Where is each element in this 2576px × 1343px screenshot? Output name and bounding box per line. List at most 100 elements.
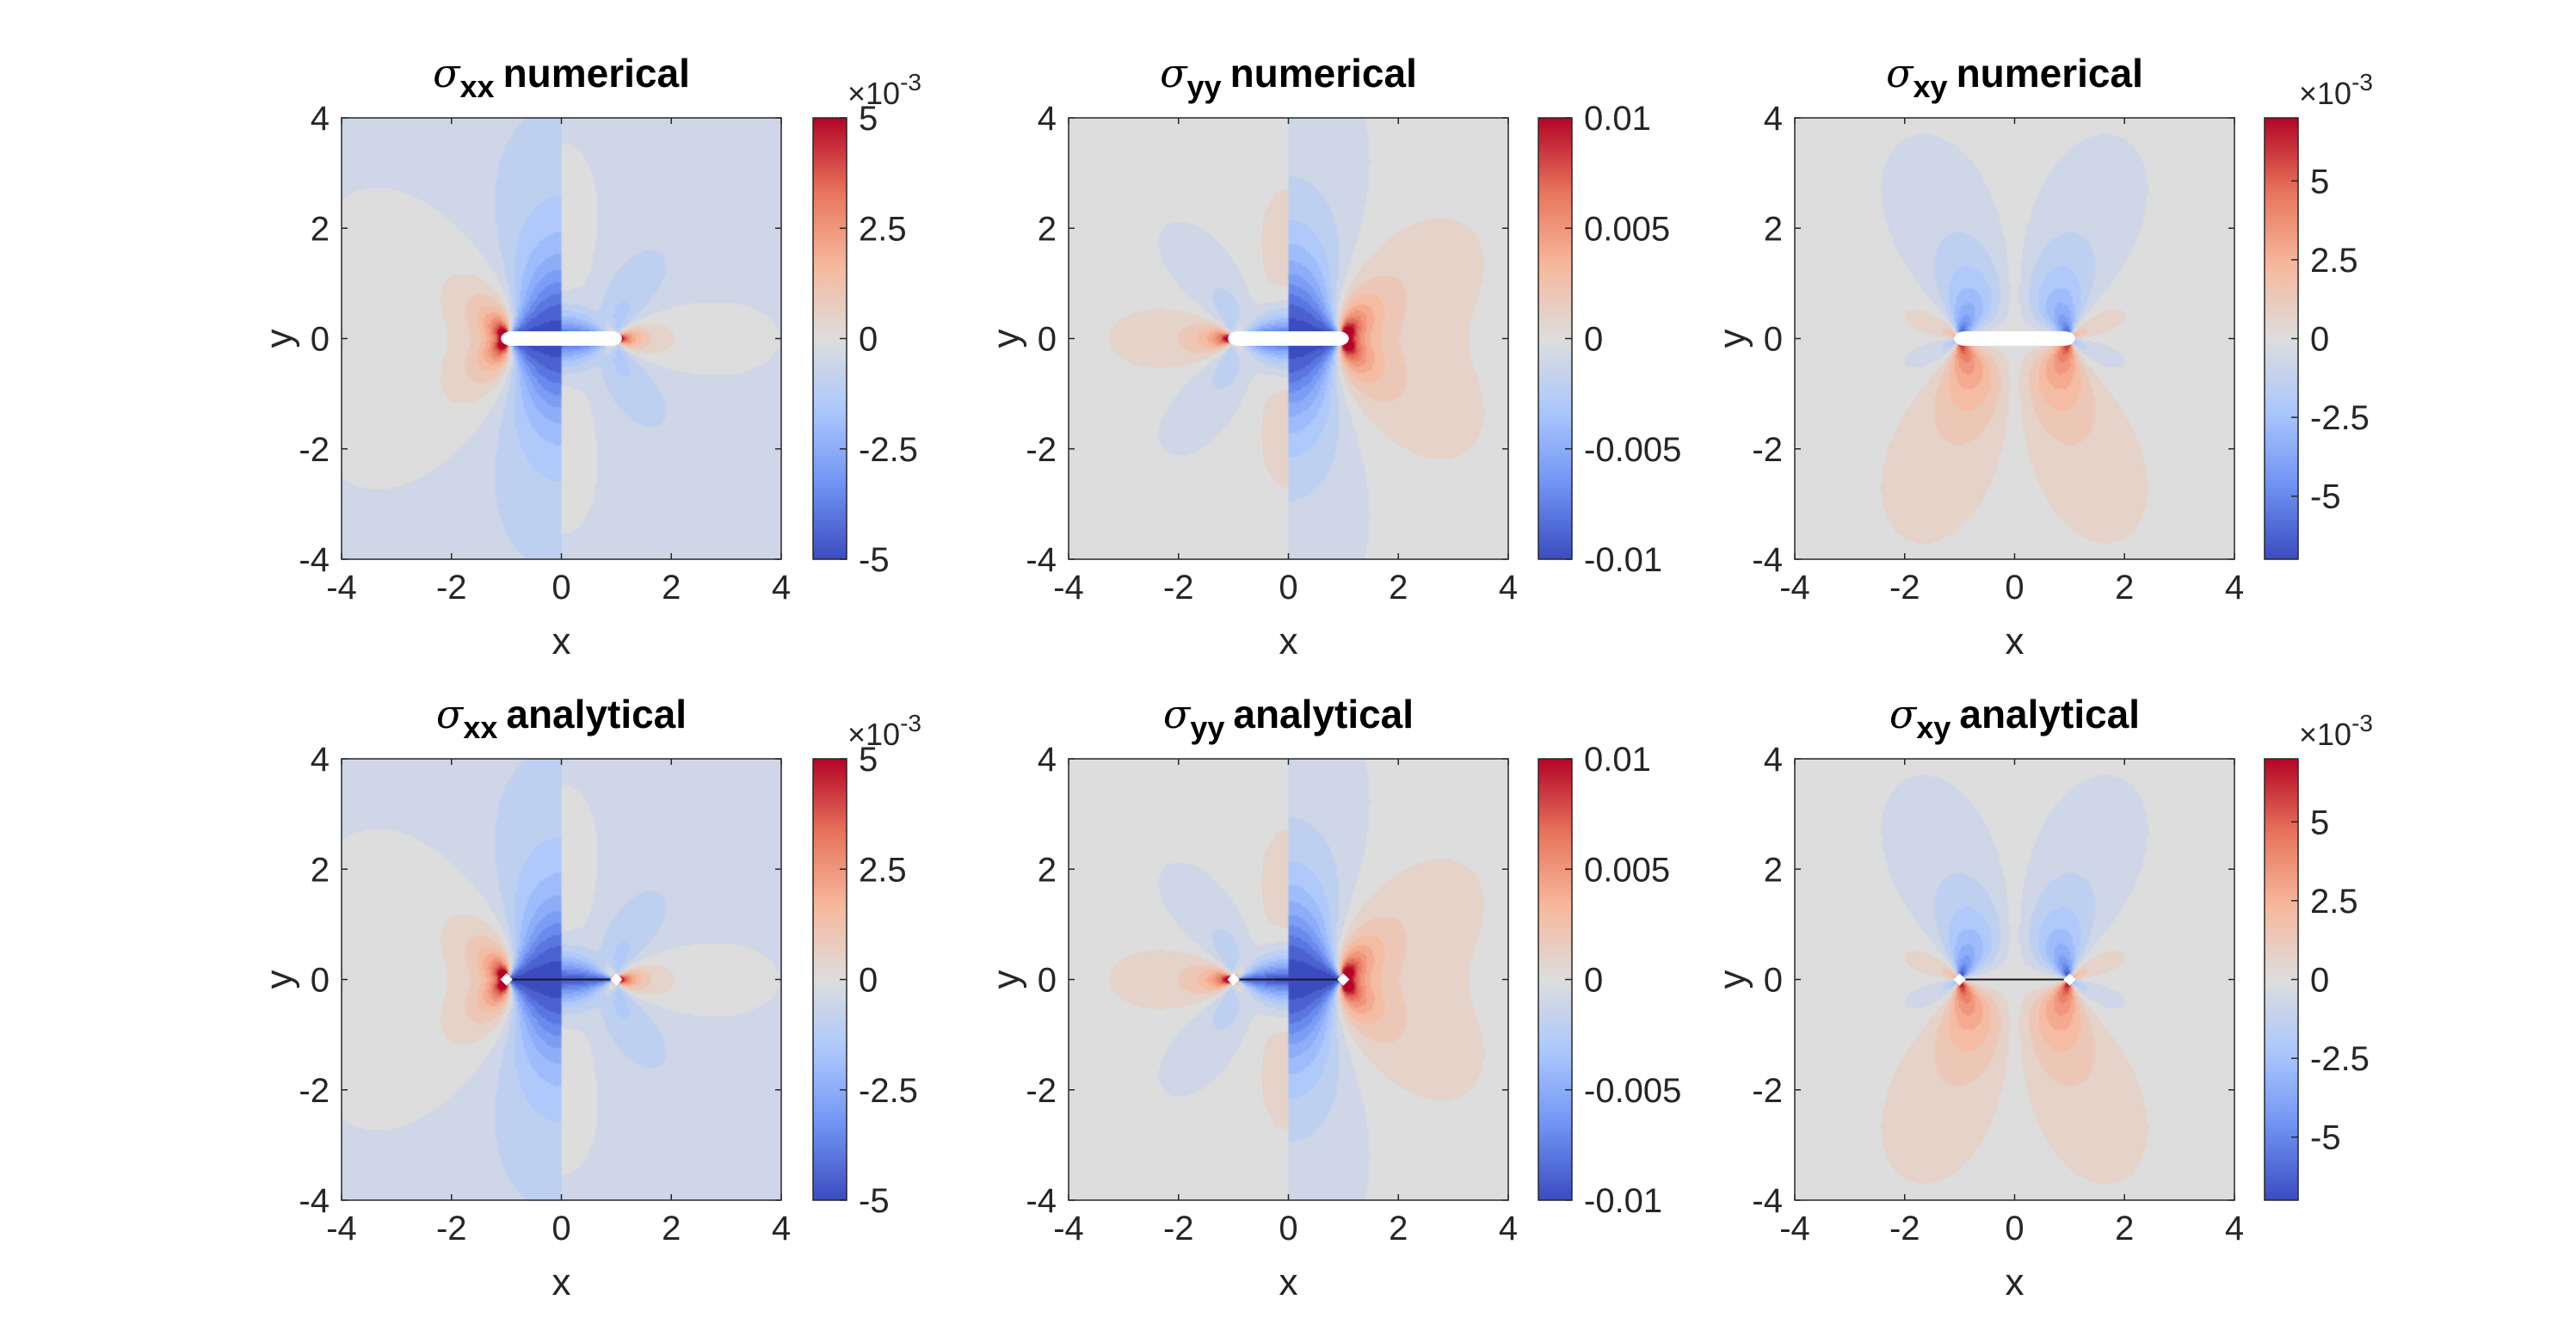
y-tick-label: -4 [1026, 1182, 1057, 1220]
x-tick-label: -2 [1163, 1210, 1194, 1248]
y-tick-label: 4 [1038, 100, 1057, 138]
colorbar-tick-label: 2.5 [2310, 883, 2358, 921]
x-axis-label: x [2006, 1261, 2024, 1303]
x-tick-label: -2 [1889, 569, 1920, 607]
colorbar-tick-label: 0.005 [1584, 210, 1670, 248]
panel-title: σyy numerical [1160, 50, 1417, 104]
y-tick-label: 0 [1038, 321, 1057, 359]
y-tick-label: 0 [311, 962, 330, 1000]
y-axis-label: y [985, 330, 1027, 348]
y-tick-label: 2 [1038, 210, 1057, 248]
chart-panel-sxx-numerical: -4 -2 0 2 4 4 2 0 -2 -4 x y σxx numerical 5 2.5 0 -2.5 -5 ×… [258, 50, 921, 662]
colorbar-tick-label: -2.5 [2310, 399, 2370, 437]
x-axis-label: x [2006, 620, 2024, 662]
panel-title: σxy numerical [1886, 50, 2143, 104]
colorbar-tick-label: -5 [859, 1182, 890, 1220]
chart-panel-syy-analytical: -4 -2 0 2 4 4 2 0 -2 -4 x y σyy analytical 0.01 0.005 0 -… [985, 691, 1681, 1303]
colorbar-tick-label: 2.5 [859, 851, 907, 889]
colorbar-tick-label: 0.01 [1584, 741, 1651, 779]
colorbar-exponent: ×10-3 [847, 69, 921, 111]
colorbar-tick-label: -2.5 [2310, 1040, 2370, 1078]
y-tick-label: -4 [1026, 541, 1057, 579]
y-tick-label: 4 [311, 100, 330, 138]
colorbar-tick-label: -5 [859, 541, 890, 579]
colorbar-tick-label: 2.5 [2310, 242, 2358, 280]
y-tick-label: 4 [1764, 100, 1783, 138]
colorbar-tick-label: 0.01 [1584, 100, 1651, 138]
x-tick-label: -2 [1889, 1210, 1920, 1248]
crack-slot [501, 331, 622, 346]
x-tick-label: 2 [1389, 569, 1408, 607]
chart-panel-syy-numerical: -4 -2 0 2 4 4 2 0 -2 -4 x y σyy numerical 0.01 0.005 0 -0… [985, 50, 1681, 662]
colorbar-tick-label: 0 [2310, 321, 2329, 359]
crack-tip-marker [1227, 973, 1240, 986]
colorbar-tick-label: 5 [2310, 804, 2329, 841]
x-axis-label: x [1279, 1261, 1298, 1303]
colorbar-tick-label: -5 [2310, 478, 2341, 516]
colorbar: 5 2.5 0 -2.5 -5 ×10-3 [2264, 69, 2373, 560]
colorbar: 5 2.5 0 -2.5 -5 ×10-3 [812, 710, 921, 1220]
colorbar-tick-label: 0 [859, 321, 878, 359]
y-tick-label: -2 [1026, 1072, 1057, 1110]
y-tick-label: 2 [311, 851, 330, 889]
x-tick-label: 0 [2005, 1210, 2024, 1248]
crack-tip-marker [1337, 973, 1350, 986]
y-tick-label: 0 [1038, 962, 1057, 1000]
crack-tip-marker [610, 973, 623, 986]
x-tick-label: -4 [1053, 569, 1084, 607]
colorbar-tick-label: 5 [859, 741, 878, 779]
y-tick-label: 4 [311, 741, 330, 779]
y-tick-label: -2 [1026, 431, 1057, 469]
x-tick-label: -2 [436, 1210, 467, 1248]
y-tick-label: -2 [1752, 1072, 1783, 1110]
colorbar-tick-label: 0 [1584, 321, 1603, 359]
colorbar-tick-label: -0.01 [1584, 541, 1662, 579]
x-tick-label: 4 [1499, 569, 1518, 607]
x-tick-label: 0 [1279, 1210, 1297, 1248]
panel-title: σyy analytical [1163, 691, 1414, 745]
y-tick-label: 4 [1038, 741, 1057, 779]
colorbar: 0.01 0.005 0 -0.005 -0.01 [1538, 100, 1681, 579]
x-tick-label: 2 [662, 569, 681, 607]
crack-tip-marker [500, 973, 513, 986]
x-tick-label: 2 [1389, 1210, 1408, 1248]
colorbar-tick-label: -2.5 [859, 431, 918, 469]
y-tick-label: -4 [299, 541, 330, 579]
colorbar-tick-label: 2.5 [859, 210, 907, 248]
y-tick-label: 2 [1038, 851, 1057, 889]
panel-title: σxx numerical [433, 50, 690, 104]
colorbar-tick-label: 0 [2310, 962, 2329, 1000]
x-tick-label: 4 [2225, 569, 2244, 607]
x-tick-label: 2 [2115, 1210, 2134, 1248]
colorbar-exponent: ×10-3 [2299, 69, 2373, 111]
y-axis-label: y [1711, 330, 1753, 348]
panel-title: σxx analytical [436, 691, 687, 745]
x-tick-label: -4 [1053, 1210, 1084, 1248]
colorbar: 0.01 0.005 0 -0.005 -0.01 [1538, 741, 1681, 1220]
y-axis-label: y [985, 970, 1027, 989]
colorbar-tick-label: -0.005 [1584, 431, 1681, 469]
colorbar-tick-label: 5 [859, 100, 878, 138]
x-tick-label: -4 [1779, 1210, 1810, 1248]
y-tick-label: 4 [1764, 741, 1783, 779]
colorbar-exponent: ×10-3 [847, 710, 921, 752]
colorbar-tick-label: -5 [2310, 1119, 2341, 1157]
y-tick-label: 0 [1764, 321, 1783, 359]
x-tick-label: 0 [552, 569, 570, 607]
y-tick-label: 2 [1764, 210, 1783, 248]
chart-panel-sxy-numerical: -4 -2 0 2 4 4 2 0 -2 -4 x y σxy numerical 5 2.5 0 -2.5 -5 ×… [1711, 50, 2373, 662]
y-axis-label: y [1711, 970, 1753, 989]
y-tick-label: -2 [1752, 431, 1783, 469]
y-tick-label: 2 [311, 210, 330, 248]
y-tick-label: -4 [299, 1182, 330, 1220]
colorbar-tick-label: 0 [859, 962, 878, 1000]
x-tick-label: -2 [436, 569, 467, 607]
y-tick-label: 0 [1764, 962, 1783, 1000]
x-tick-label: 2 [662, 1210, 681, 1248]
crack-slot [1954, 331, 2075, 346]
x-tick-label: 4 [1499, 1210, 1518, 1248]
x-axis-label: x [1279, 620, 1298, 662]
x-tick-label: 0 [552, 1210, 570, 1248]
x-tick-label: -4 [1779, 569, 1810, 607]
y-tick-label: -2 [299, 1072, 330, 1110]
